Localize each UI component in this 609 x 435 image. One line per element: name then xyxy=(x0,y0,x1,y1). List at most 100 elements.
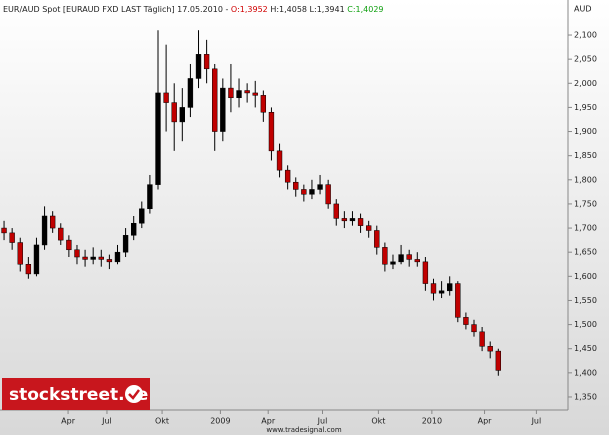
x-tick-label: Jul xyxy=(317,417,328,426)
candle-body xyxy=(430,283,437,294)
candle-body xyxy=(333,203,339,219)
candle-body xyxy=(58,227,64,241)
logo-icon xyxy=(125,385,143,403)
candle-body xyxy=(268,111,275,152)
candle-body xyxy=(495,350,501,371)
x-tick-label: 2009 xyxy=(210,417,230,426)
y-tick-label: 2,050 xyxy=(574,55,597,64)
candle-body xyxy=(195,54,202,79)
candle-body xyxy=(236,90,242,99)
candle-body xyxy=(171,102,177,123)
footer: www.tradesignal.com xyxy=(266,426,341,434)
candle-body xyxy=(252,92,258,96)
chart-title: EUR/AUD Spot [EURAUD FXD LAST Täglich] 1… xyxy=(3,5,228,14)
y-tick-label: 1,950 xyxy=(574,103,597,112)
header: EUR/AUD Spot [EURAUD FXD LAST Täglich] 1… xyxy=(3,5,384,14)
y-tick-label: 1,350 xyxy=(574,392,597,401)
candle-body xyxy=(276,150,283,171)
logo-check xyxy=(128,389,140,400)
candle-body xyxy=(479,331,485,347)
candle-body xyxy=(220,87,226,132)
candle-body xyxy=(244,90,250,94)
y-tick-label: 1,450 xyxy=(574,344,597,353)
y-tick-label: 1,900 xyxy=(574,127,597,136)
candle-body xyxy=(25,264,32,275)
candle-body xyxy=(1,227,7,234)
candle-body xyxy=(422,261,429,284)
candle-body xyxy=(357,218,364,226)
x-tick-label: Apr xyxy=(478,417,493,426)
candle-body xyxy=(325,184,331,205)
candle-body xyxy=(82,256,88,260)
y-tick-label: 1,800 xyxy=(574,175,597,184)
y-tick-label: 1,500 xyxy=(574,320,597,329)
candle-body xyxy=(122,235,129,253)
candle-body xyxy=(228,87,234,99)
candle-body xyxy=(293,181,299,190)
candle-body xyxy=(390,261,396,265)
candle-body xyxy=(203,54,210,70)
candle-body xyxy=(284,169,291,183)
candle-body xyxy=(17,242,23,265)
candle-body xyxy=(163,92,169,103)
candle-body xyxy=(341,218,348,222)
candle-body xyxy=(301,189,307,195)
x-tick-label: Apr xyxy=(261,417,276,426)
x-tick-label: Apr xyxy=(61,417,76,426)
candle-body xyxy=(49,215,56,229)
x-tick-label: Jul xyxy=(101,417,112,426)
candle-body xyxy=(349,218,356,222)
high-low-label: H:1,4058 L:1,3941 xyxy=(270,5,344,14)
candle-body xyxy=(414,259,420,263)
candle-body xyxy=(487,346,493,352)
y-tick-label: 2,100 xyxy=(574,31,597,40)
y-axis-label: AUD xyxy=(574,5,592,14)
candle-body xyxy=(114,251,121,263)
y-tick-label: 1,400 xyxy=(574,368,597,377)
candle-body xyxy=(447,283,453,292)
candle-body xyxy=(382,247,388,265)
logo: stockstreet.de xyxy=(2,378,150,410)
candle-body xyxy=(74,249,80,258)
x-tick-label: Okt xyxy=(155,417,169,426)
candle-body xyxy=(179,107,185,123)
candle-body xyxy=(155,92,161,185)
candle-body xyxy=(260,95,267,113)
candle-body xyxy=(139,208,145,224)
candle-body xyxy=(455,283,461,318)
y-tick-label: 2,000 xyxy=(574,79,597,88)
candle-body xyxy=(463,317,469,325)
candle-body xyxy=(41,215,48,246)
candle-body xyxy=(374,230,380,248)
candle-body xyxy=(317,184,323,190)
candle-body xyxy=(9,232,15,243)
candle-body xyxy=(33,244,40,275)
y-tick-label: 1,650 xyxy=(574,248,597,257)
x-tick-label: Jul xyxy=(531,417,542,426)
y-tick-label: 1,600 xyxy=(574,272,597,281)
y-tick-label: 1,850 xyxy=(574,151,597,160)
y-tick-label: 1,750 xyxy=(574,199,597,208)
candle-body xyxy=(90,256,96,260)
candle-body xyxy=(398,254,404,263)
candle-body xyxy=(309,189,315,195)
candle-body xyxy=(365,225,372,231)
candle-body xyxy=(212,68,218,132)
candle-body xyxy=(98,256,104,260)
candle-body xyxy=(187,78,194,108)
candle-body xyxy=(471,324,477,333)
y-tick-label: 1,700 xyxy=(574,224,597,233)
candle-body xyxy=(147,184,153,210)
candle-body xyxy=(106,259,113,263)
open-label: O:1,3952 xyxy=(231,5,268,14)
close-label: C:1,4029 xyxy=(347,5,383,14)
x-tick-label: 2010 xyxy=(422,417,442,426)
y-tick-label: 1,550 xyxy=(574,296,597,305)
candle-body xyxy=(66,239,72,251)
candle-body xyxy=(438,290,445,294)
candle-body xyxy=(131,222,137,236)
x-tick-label: Okt xyxy=(371,417,385,426)
